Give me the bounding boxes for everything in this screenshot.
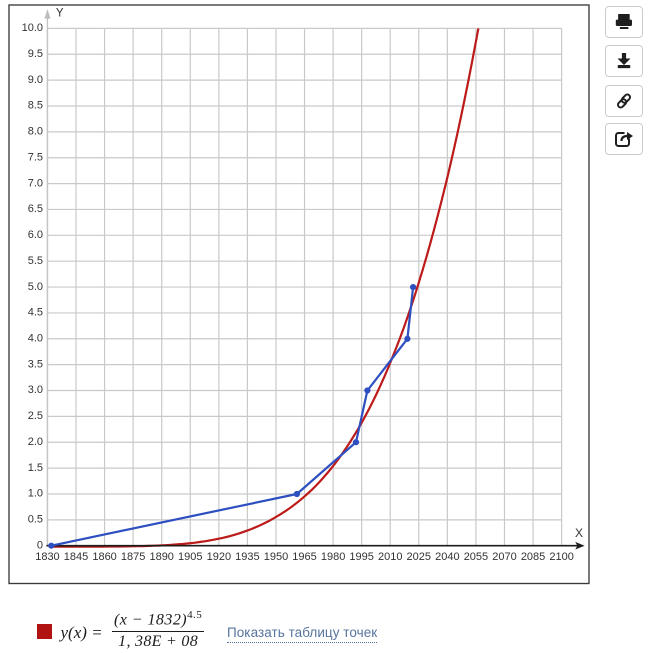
svg-text:1845: 1845 — [64, 551, 88, 563]
svg-text:2.0: 2.0 — [28, 436, 43, 448]
svg-text:X: X — [575, 526, 583, 540]
svg-text:5.0: 5.0 — [28, 281, 43, 293]
svg-text:7.5: 7.5 — [28, 151, 43, 163]
svg-text:1.0: 1.0 — [28, 488, 43, 500]
svg-text:10.0: 10.0 — [22, 22, 43, 34]
svg-text:3.0: 3.0 — [28, 384, 43, 396]
svg-text:2025: 2025 — [407, 551, 431, 563]
svg-text:1995: 1995 — [349, 551, 373, 563]
svg-text:6.0: 6.0 — [28, 229, 43, 241]
svg-text:Y: Y — [56, 8, 64, 20]
svg-text:7.0: 7.0 — [28, 177, 43, 189]
svg-text:1860: 1860 — [92, 551, 116, 563]
svg-text:5.5: 5.5 — [28, 255, 43, 267]
svg-text:8.0: 8.0 — [28, 126, 43, 138]
svg-text:1890: 1890 — [149, 551, 173, 563]
svg-text:6.5: 6.5 — [28, 203, 43, 215]
svg-text:1830: 1830 — [35, 551, 59, 563]
svg-text:4.0: 4.0 — [28, 332, 43, 344]
svg-text:1935: 1935 — [235, 551, 259, 563]
svg-text:0.5: 0.5 — [28, 514, 43, 526]
svg-text:4.5: 4.5 — [28, 307, 43, 319]
svg-text:1920: 1920 — [207, 551, 231, 563]
svg-text:0: 0 — [37, 539, 43, 551]
svg-text:3.5: 3.5 — [28, 358, 43, 370]
svg-text:8.5: 8.5 — [28, 100, 43, 112]
svg-text:2055: 2055 — [464, 551, 488, 563]
svg-text:2.5: 2.5 — [28, 410, 43, 422]
svg-text:1.5: 1.5 — [28, 462, 43, 474]
svg-text:2085: 2085 — [521, 551, 545, 563]
svg-text:1980: 1980 — [321, 551, 345, 563]
svg-text:1950: 1950 — [264, 551, 288, 563]
svg-text:1875: 1875 — [121, 551, 145, 563]
svg-text:1905: 1905 — [178, 551, 202, 563]
svg-text:2010: 2010 — [378, 551, 402, 563]
svg-text:9.5: 9.5 — [28, 48, 43, 60]
svg-text:2100: 2100 — [549, 551, 573, 563]
svg-text:2040: 2040 — [435, 551, 459, 563]
svg-text:9.0: 9.0 — [28, 74, 43, 86]
svg-text:2070: 2070 — [492, 551, 516, 563]
svg-text:1965: 1965 — [292, 551, 316, 563]
